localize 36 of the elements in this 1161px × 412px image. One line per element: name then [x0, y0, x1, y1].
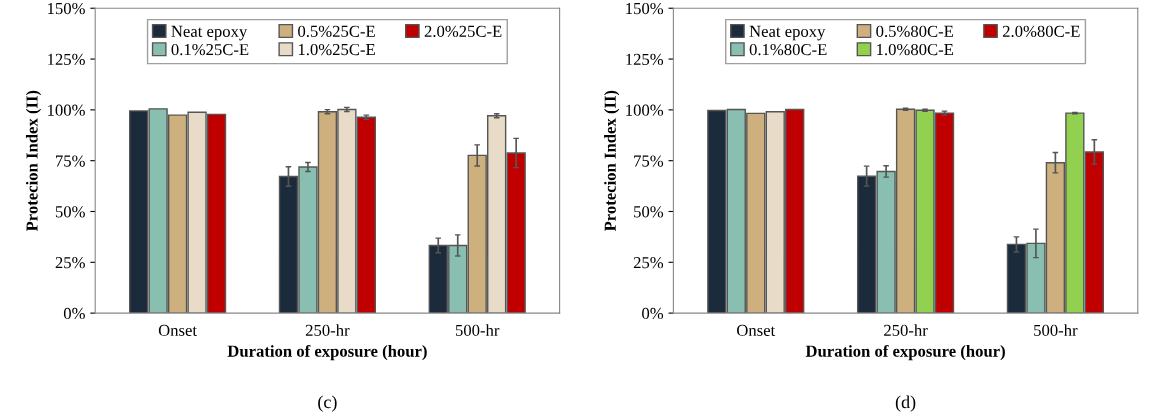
legend-label: 0.1%25C-E [171, 43, 249, 56]
text: (d) [895, 395, 916, 412]
y-tick-label: 50% [634, 206, 664, 218]
y-tick-label: 100% [48, 104, 85, 116]
y-tick-label: 150% [48, 2, 85, 15]
x-tick-label: 500-hr [455, 324, 500, 336]
y-axis-title: Protecion Index (II) [604, 90, 620, 232]
legend-label: 1.0%80C-E [877, 43, 954, 56]
y-axis-title: Protecion Index (II) [25, 90, 42, 232]
y-tick-label: 0% [642, 307, 664, 320]
legend-label: Neat epoxy [171, 25, 248, 41]
x-axis-title: Duration of exposure (hour) [805, 344, 1005, 361]
x-tick-label: 250-hr [884, 324, 928, 336]
y-tick-label: 75% [634, 155, 664, 167]
legend-label: 1.0%25C-E [298, 43, 375, 56]
y-tick-label: 50% [55, 206, 85, 218]
legend-label: 0.5%80C-E [876, 25, 954, 38]
y-tick-label: 125% [48, 53, 85, 66]
y-tick-label: 100% [626, 104, 664, 116]
y-tick-label: 25% [55, 257, 85, 269]
x-tick-label: Onset [737, 324, 776, 336]
x-tick-label: 250-hr [305, 324, 350, 336]
y-tick-label: 125% [626, 53, 664, 66]
x-axis-title: Duration of exposure (hour) [227, 344, 427, 361]
legend-label: Neat epoxy [749, 25, 826, 41]
legend-label: 2.0%25C-E [424, 25, 502, 38]
y-tick-label: 0% [63, 307, 85, 320]
legend-label: 0.5%25C-E [298, 25, 375, 38]
x-tick-label: Onset [158, 324, 197, 336]
y-tick-label: 150% [626, 2, 664, 15]
legend-label: 0.1%80C-E [749, 43, 827, 56]
text: (c) [318, 395, 337, 412]
y-tick-label: 25% [633, 257, 664, 269]
x-tick-label: 500-hr [1034, 324, 1078, 336]
y-tick-label: 75% [56, 155, 85, 167]
legend-label: 2.0%80C-E [1002, 25, 1080, 38]
